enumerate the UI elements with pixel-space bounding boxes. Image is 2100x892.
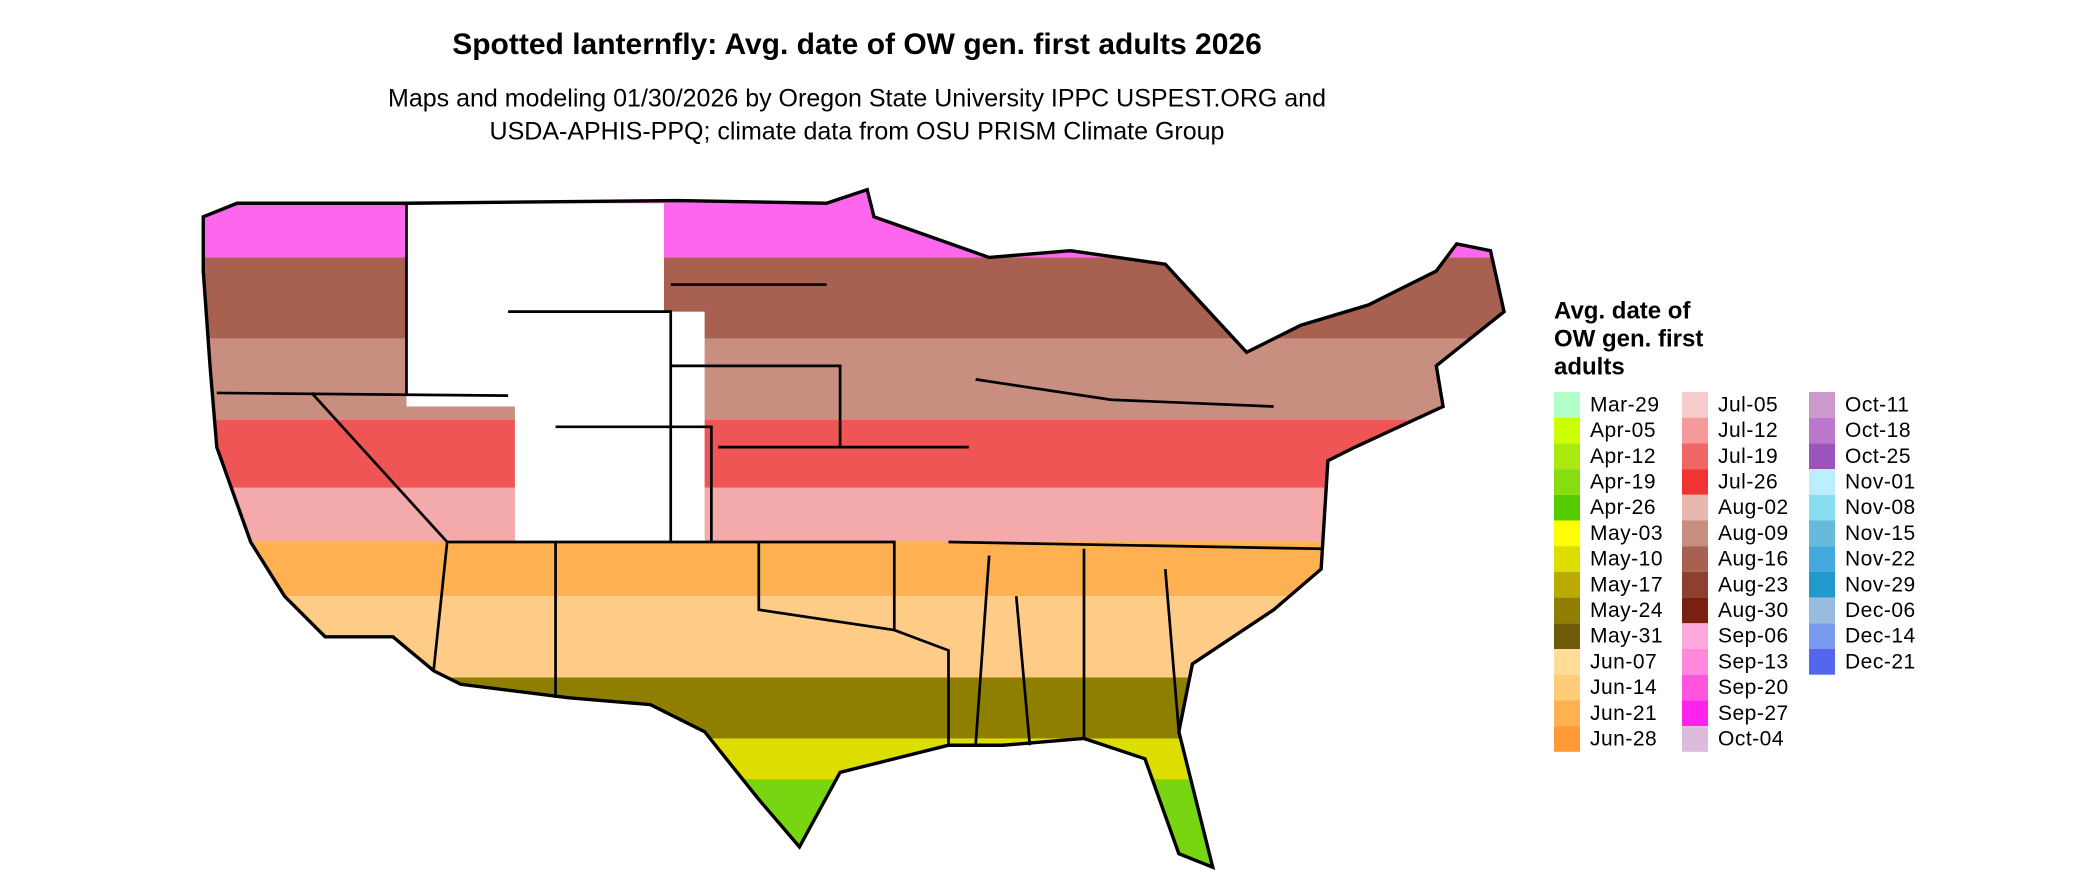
legend-swatch xyxy=(1554,726,1580,752)
legend-swatch xyxy=(1554,700,1580,727)
legend-swatch xyxy=(1682,520,1708,547)
map-title: Spotted lanternfly: Avg. date of OW gen.… xyxy=(452,28,1262,61)
legend-label: Dec-06 xyxy=(1845,599,1916,622)
legend-swatch xyxy=(1809,417,1835,444)
legend-swatch xyxy=(1809,520,1835,547)
legend-swatch xyxy=(1554,494,1580,521)
legend-label: Jul-19 xyxy=(1718,445,1778,468)
legend-label: Jun-21 xyxy=(1590,702,1657,725)
legend-label: Aug-23 xyxy=(1718,573,1789,596)
legend-swatch xyxy=(1809,571,1835,598)
legend-swatch xyxy=(1554,469,1580,495)
legend-label: Dec-14 xyxy=(1845,625,1916,648)
legend-swatch xyxy=(1554,597,1580,624)
legend-swatch xyxy=(1682,417,1708,444)
legend-swatch xyxy=(1682,726,1708,752)
legend-title: OW gen. first xyxy=(1554,325,1703,352)
legend-swatch xyxy=(1682,546,1708,572)
legend-swatch xyxy=(1554,520,1580,547)
legend-swatch xyxy=(1809,546,1835,572)
legend-label: Nov-08 xyxy=(1845,496,1916,519)
legend-swatch xyxy=(1809,597,1835,624)
subtitle: Maps and modeling 01/30/2026 by Oregon S… xyxy=(388,85,1326,113)
legend-label: Apr-05 xyxy=(1590,419,1656,442)
legend-label: May-24 xyxy=(1590,599,1663,622)
legend-label: Apr-12 xyxy=(1590,445,1656,468)
legend-swatch xyxy=(1682,469,1708,495)
legend-label: Jul-26 xyxy=(1718,470,1778,493)
legend-label: Sep-27 xyxy=(1718,702,1789,725)
legend-swatch xyxy=(1554,623,1580,649)
legend-swatch xyxy=(1809,623,1835,649)
legend-label: Nov-01 xyxy=(1845,470,1916,493)
legend-label: Sep-13 xyxy=(1718,650,1789,673)
legend-label: Jun-14 xyxy=(1590,676,1657,699)
legend-label: Apr-26 xyxy=(1590,496,1656,519)
legend-swatch xyxy=(1554,649,1580,675)
legend-swatch xyxy=(1809,469,1835,495)
legend-swatch xyxy=(1682,674,1708,701)
legend-label: Sep-20 xyxy=(1718,676,1789,699)
legend-swatch xyxy=(1554,546,1580,572)
legend-label: Aug-02 xyxy=(1718,496,1789,519)
legend-label: May-17 xyxy=(1590,573,1663,596)
legend-label: Sep-06 xyxy=(1718,625,1789,648)
legend-label: Mar-29 xyxy=(1590,393,1660,416)
legend-label: Oct-11 xyxy=(1845,393,1909,416)
legend-label: Nov-29 xyxy=(1845,573,1916,596)
legend-label: Nov-22 xyxy=(1845,548,1916,571)
legend-label: Jul-12 xyxy=(1718,419,1778,442)
legend-label: Oct-04 xyxy=(1718,727,1784,750)
legend-label: Nov-15 xyxy=(1845,522,1916,545)
legend-swatch xyxy=(1809,494,1835,521)
map xyxy=(201,187,1506,871)
legend-swatch xyxy=(1682,443,1708,470)
legend-swatch xyxy=(1809,649,1835,675)
legend-title: Avg. date of xyxy=(1554,297,1691,324)
legend-label: May-10 xyxy=(1590,548,1663,571)
legend-swatch xyxy=(1682,392,1708,418)
legend-swatch xyxy=(1682,649,1708,675)
legend-swatch xyxy=(1682,494,1708,521)
legend-swatch xyxy=(1554,674,1580,701)
legend-swatch xyxy=(1554,392,1580,418)
legend-label: May-31 xyxy=(1590,625,1663,648)
legend-label: Aug-30 xyxy=(1718,599,1789,622)
legend-label: Oct-25 xyxy=(1845,445,1911,468)
legend-label: Jun-07 xyxy=(1590,650,1657,673)
legend-label: Dec-21 xyxy=(1845,650,1916,673)
legend-swatch xyxy=(1554,571,1580,598)
legend-label: Aug-16 xyxy=(1718,548,1789,571)
legend-swatch xyxy=(1682,700,1708,727)
legend-swatch xyxy=(1682,623,1708,649)
legend-swatch xyxy=(1554,417,1580,444)
legend-swatch xyxy=(1809,392,1835,418)
legend-swatch xyxy=(1682,571,1708,598)
legend-label: Apr-19 xyxy=(1590,470,1656,493)
legend-label: Jun-28 xyxy=(1590,727,1657,750)
legend-swatch xyxy=(1809,443,1835,470)
legend-label: May-03 xyxy=(1590,522,1663,545)
legend-swatch xyxy=(1682,597,1708,624)
subtitle: USDA-APHIS-PPQ; climate data from OSU PR… xyxy=(490,118,1225,146)
legend-label: Jul-05 xyxy=(1718,393,1778,416)
legend-swatch xyxy=(1554,443,1580,470)
legend-title: adults xyxy=(1554,353,1625,380)
legend-label: Oct-18 xyxy=(1845,419,1911,442)
legend-label: Aug-09 xyxy=(1718,522,1789,545)
